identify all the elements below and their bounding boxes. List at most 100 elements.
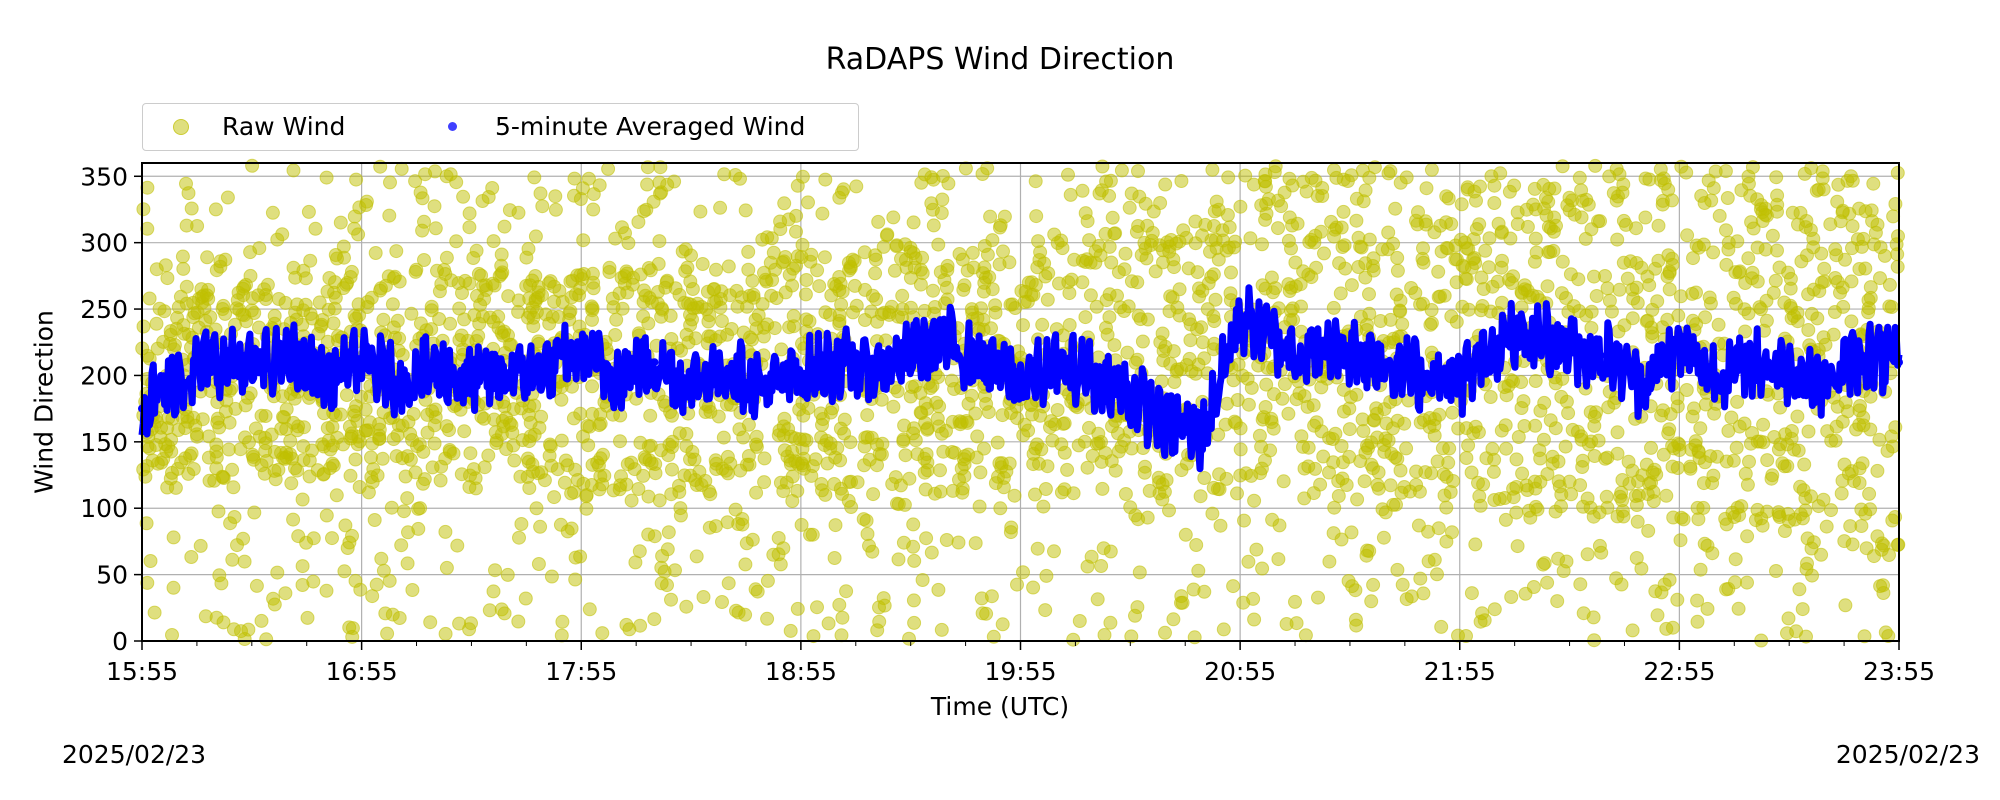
raw-wind-point	[1528, 374, 1543, 388]
raw-wind-point	[1221, 170, 1236, 185]
raw-wind-point	[837, 412, 852, 427]
raw-wind-point	[1169, 236, 1184, 251]
raw-wind-point	[1738, 466, 1753, 481]
raw-wind-point	[579, 501, 594, 516]
raw-wind-point	[298, 271, 313, 286]
raw-wind-point	[898, 448, 913, 463]
raw-wind-point	[430, 263, 444, 278]
raw-wind-point	[1781, 611, 1796, 626]
raw-wind-point	[528, 229, 543, 244]
raw-wind-point	[934, 622, 949, 637]
raw-wind-point	[1459, 629, 1473, 643]
raw-wind-point	[801, 195, 815, 210]
raw-wind-point	[1309, 415, 1324, 430]
raw-wind-point	[1797, 166, 1812, 181]
raw-wind-point	[1740, 529, 1755, 544]
averaged-wind-point	[760, 384, 769, 393]
raw-wind-point	[1528, 231, 1543, 246]
raw-wind-point	[1575, 453, 1590, 468]
raw-wind-point	[814, 430, 829, 445]
raw-wind-point	[347, 221, 362, 236]
raw-wind-point	[643, 263, 658, 278]
averaged-wind-point	[1419, 371, 1428, 380]
raw-wind-point	[1724, 410, 1739, 425]
raw-wind-point	[1719, 517, 1734, 532]
raw-wind-point	[1108, 463, 1123, 478]
raw-wind-point	[415, 191, 430, 206]
raw-wind-point	[906, 593, 921, 608]
averaged-wind-point	[247, 364, 256, 373]
raw-wind-point	[672, 426, 687, 441]
raw-wind-point	[370, 468, 385, 483]
raw-wind-point	[1817, 261, 1832, 276]
raw-wind-point	[1689, 317, 1704, 332]
raw-wind-point	[741, 244, 756, 259]
raw-wind-point	[1433, 289, 1447, 304]
raw-wind-point	[926, 218, 941, 233]
raw-wind-point	[681, 335, 696, 350]
raw-wind-point	[858, 313, 872, 327]
raw-wind-point	[1297, 461, 1312, 476]
raw-wind-point	[711, 409, 726, 424]
raw-wind-point	[249, 578, 264, 593]
raw-wind-point	[958, 161, 973, 176]
raw-wind-point	[438, 626, 453, 641]
raw-wind-point	[1737, 416, 1752, 431]
raw-wind-point	[1258, 212, 1273, 227]
raw-wind-point	[1868, 225, 1883, 240]
raw-wind-point	[1366, 577, 1381, 592]
raw-wind-point	[1730, 394, 1745, 409]
raw-wind-point	[741, 417, 756, 432]
raw-wind-point	[1660, 269, 1675, 284]
raw-wind-point	[933, 463, 947, 478]
raw-wind-point	[1498, 512, 1513, 527]
raw-wind-point	[1765, 468, 1780, 483]
raw-wind-point	[1517, 419, 1532, 433]
raw-wind-point	[643, 408, 658, 423]
raw-wind-point	[1035, 317, 1050, 332]
raw-wind-point	[923, 381, 938, 396]
averaged-wind-point	[1272, 338, 1281, 347]
raw-wind-point	[165, 465, 179, 480]
raw-wind-point	[295, 492, 310, 507]
raw-wind-point	[1769, 564, 1783, 578]
raw-wind-point	[1342, 401, 1357, 416]
raw-wind-point	[664, 332, 679, 346]
raw-wind-point	[290, 297, 305, 312]
raw-wind-point	[225, 552, 240, 567]
raw-wind-point	[320, 421, 335, 436]
chart-title: RaDAPS Wind Direction	[825, 42, 1175, 77]
raw-wind-point	[1355, 163, 1370, 178]
x-tick-label: 22:55	[1643, 657, 1715, 686]
raw-wind-point	[595, 626, 610, 641]
raw-wind-point	[1308, 228, 1323, 243]
raw-wind-point	[1514, 401, 1529, 415]
raw-wind-point	[880, 227, 895, 242]
raw-wind-point	[1536, 432, 1551, 447]
raw-wind-point	[1133, 312, 1148, 327]
raw-wind-point	[1205, 162, 1220, 177]
raw-wind-point	[1039, 568, 1054, 583]
raw-wind-point	[564, 486, 579, 501]
raw-wind-point	[1719, 257, 1734, 272]
raw-wind-point	[1867, 549, 1881, 564]
raw-wind-point	[455, 286, 469, 300]
raw-wind-point	[1258, 174, 1273, 189]
raw-wind-point	[1033, 245, 1048, 260]
raw-wind-point	[415, 223, 430, 238]
raw-wind-point	[835, 610, 850, 625]
raw-wind-point	[439, 560, 454, 575]
raw-wind-point	[1487, 178, 1502, 193]
raw-wind-point	[808, 452, 823, 467]
raw-wind-point	[1103, 615, 1118, 630]
raw-wind-point	[173, 289, 188, 304]
averaged-wind-point	[1455, 378, 1464, 387]
raw-wind-point	[1566, 299, 1581, 314]
raw-wind-point	[1576, 606, 1591, 621]
raw-wind-point	[827, 551, 842, 565]
raw-wind-point	[956, 282, 971, 297]
raw-wind-point	[1230, 486, 1244, 501]
raw-wind-point	[233, 442, 248, 457]
raw-wind-point	[957, 449, 972, 464]
raw-wind-point	[518, 591, 533, 606]
